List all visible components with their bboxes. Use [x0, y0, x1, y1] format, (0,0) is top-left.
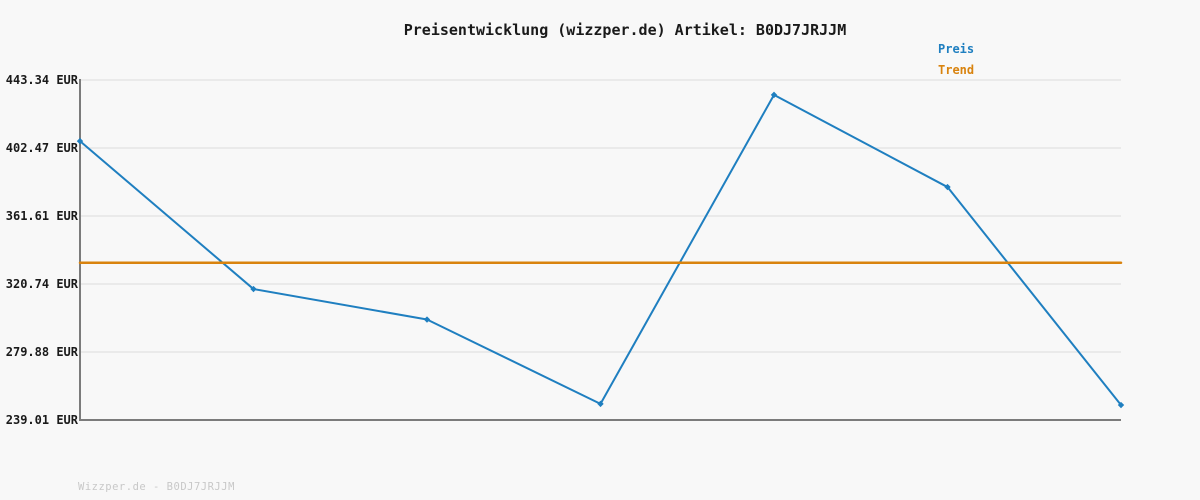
data-point-marker — [1117, 401, 1125, 409]
y-axis-tick-label: 402.47 EUR — [5, 141, 78, 155]
price-line — [79, 93, 1122, 407]
y-axis-tick-label: 239.01 EUR — [5, 413, 78, 427]
y-axis-labels: 443.34 EUR 402.47 EUR 361.61 EUR 320.74 EUR… — [0, 0, 78, 500]
data-point-marker — [76, 137, 84, 145]
data-point-marker — [770, 91, 778, 99]
data-point-marker — [944, 183, 951, 191]
legend-item-trend: Trend — [938, 63, 975, 77]
y-axis-tick-label: 279.88 EUR — [5, 344, 78, 359]
data-point-marker — [250, 285, 257, 293]
y-axis-tick-label: 443.34 EUR — [5, 73, 78, 87]
y-axis-tick-label: 361.61 EUR — [5, 208, 78, 223]
y-axis-tick-label: 320.74 EUR — [5, 277, 78, 291]
watermark-text: Wizzper.de - B0DJ7JRJJM — [78, 481, 235, 493]
data-point-marker — [423, 316, 431, 323]
chart-legend: Preis Trend — [938, 39, 974, 81]
data-point-marker — [597, 400, 604, 408]
chart-title: Preisentwicklung (wizzper.de) Artikel: B… — [403, 21, 847, 39]
legend-item-preis: Preis — [938, 42, 975, 56]
